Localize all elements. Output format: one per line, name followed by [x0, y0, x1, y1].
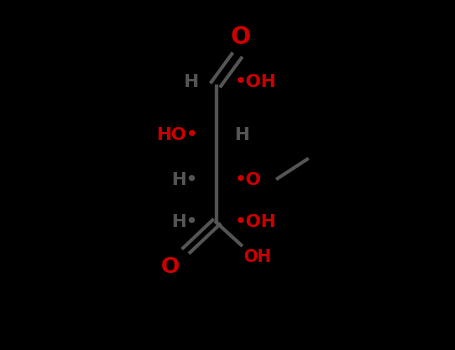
Text: •OH: •OH — [234, 213, 276, 231]
Text: OH: OH — [243, 248, 272, 266]
Text: •O: •O — [234, 171, 261, 189]
Text: H: H — [234, 126, 249, 144]
Text: HO•: HO• — [156, 126, 198, 144]
Text: O: O — [161, 257, 180, 277]
Text: •OH: •OH — [234, 73, 276, 91]
Text: H•: H• — [171, 213, 198, 231]
Text: H: H — [183, 73, 198, 91]
Text: O: O — [231, 25, 251, 49]
Text: H•: H• — [171, 171, 198, 189]
